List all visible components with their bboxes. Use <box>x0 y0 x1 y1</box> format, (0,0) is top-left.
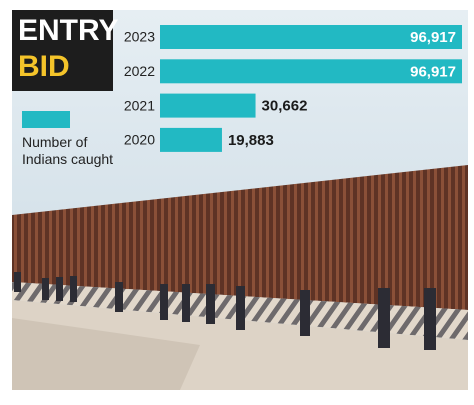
data-label: 96,917 <box>410 29 456 46</box>
legend-swatch <box>22 111 70 128</box>
data-label: 30,662 <box>262 98 308 115</box>
bar <box>160 93 256 118</box>
bar <box>160 25 462 49</box>
bar <box>160 127 222 152</box>
y-tick-label: 2023 <box>124 29 155 45</box>
y-tick-label: 2020 <box>124 132 155 148</box>
data-label: 19,883 <box>228 132 274 149</box>
y-tick-label: 2022 <box>124 63 155 79</box>
title-line: ENTRY <box>18 14 119 47</box>
data-label: 96,917 <box>410 63 456 80</box>
bar <box>160 59 462 84</box>
legend-label: Number of Indians caught <box>22 134 114 167</box>
title-box <box>12 10 113 91</box>
y-tick-label: 2021 <box>124 97 155 113</box>
title-line: BID <box>18 50 70 83</box>
